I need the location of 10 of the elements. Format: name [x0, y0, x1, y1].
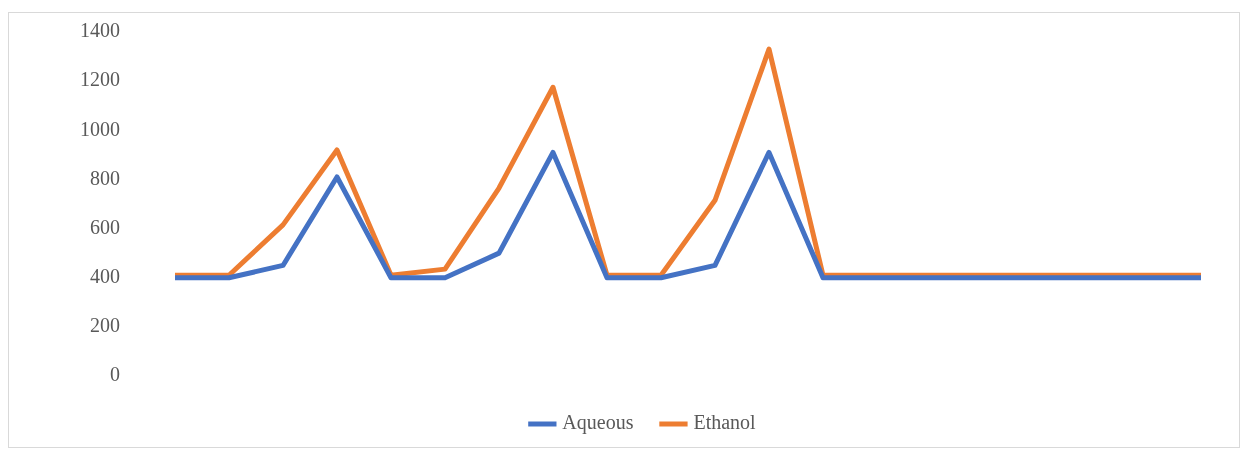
y-tick-label: 800 [90, 166, 120, 189]
y-tick-label: 1400 [80, 19, 120, 42]
legend-label: Aqueous [562, 411, 634, 435]
y-tick-label: 1000 [80, 117, 120, 140]
y-tick-label: 1200 [80, 68, 120, 91]
y-tick-label: 200 [90, 314, 120, 337]
y-tick-label: 0 [110, 363, 120, 386]
legend-label: Ethanol [693, 411, 757, 434]
y-tick-label: 600 [90, 215, 120, 238]
y-tick-label: 400 [90, 264, 120, 287]
